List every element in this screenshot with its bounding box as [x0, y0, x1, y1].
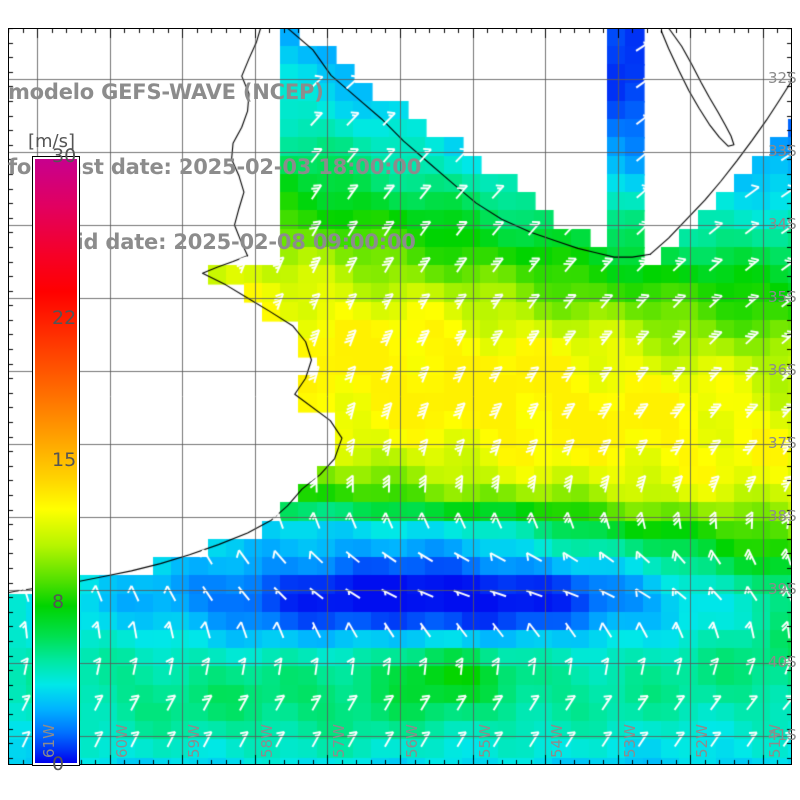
- colorbar-tick-30: 30: [52, 145, 77, 167]
- lon-label-58W: 58W: [257, 724, 276, 758]
- lon-label-57W: 57W: [330, 724, 349, 758]
- lat-label-33S: 33S: [768, 142, 797, 161]
- lon-label-60W: 60W: [112, 724, 131, 758]
- title-line-model: modelo GEFS-WAVE (NCEP): [8, 80, 324, 104]
- lat-lon-grid-overlay: [8, 28, 792, 765]
- lat-label-38S: 38S: [768, 506, 797, 525]
- lon-label-54W: 54W: [548, 724, 567, 758]
- colorbar[interactable]: [32, 156, 80, 766]
- colorbar-tick-15: 15: [52, 449, 77, 471]
- lon-label-59W: 59W: [185, 724, 204, 758]
- lon-label-51W: 51W: [765, 724, 784, 758]
- colorbar-tick-22: 22: [52, 307, 77, 330]
- lat-label-37S: 37S: [768, 433, 797, 452]
- map-plot-area[interactable]: [8, 28, 792, 765]
- colorbar-tick-8: 8: [52, 590, 65, 613]
- lat-label-32S: 32S: [768, 69, 797, 88]
- colorbar-tick-0: 0: [52, 753, 65, 775]
- lon-label-56W: 56W: [403, 724, 421, 758]
- lat-label-41S: 41S: [768, 725, 797, 744]
- colorbar-gradient: [33, 157, 79, 765]
- lat-label-39S: 39S: [768, 579, 797, 598]
- lon-label-53W: 53W: [620, 724, 639, 758]
- lat-label-35S: 35S: [768, 287, 797, 306]
- colorbar-unit-label: [m/s]: [28, 131, 76, 152]
- lat-label-36S: 36S: [768, 360, 797, 379]
- lon-label-61W: 61W: [40, 724, 59, 758]
- lat-label-34S: 34S: [768, 215, 797, 234]
- lon-label-55W: 55W: [475, 724, 494, 758]
- lat-label-40S: 40S: [768, 652, 797, 671]
- lon-label-52W: 52W: [693, 724, 712, 758]
